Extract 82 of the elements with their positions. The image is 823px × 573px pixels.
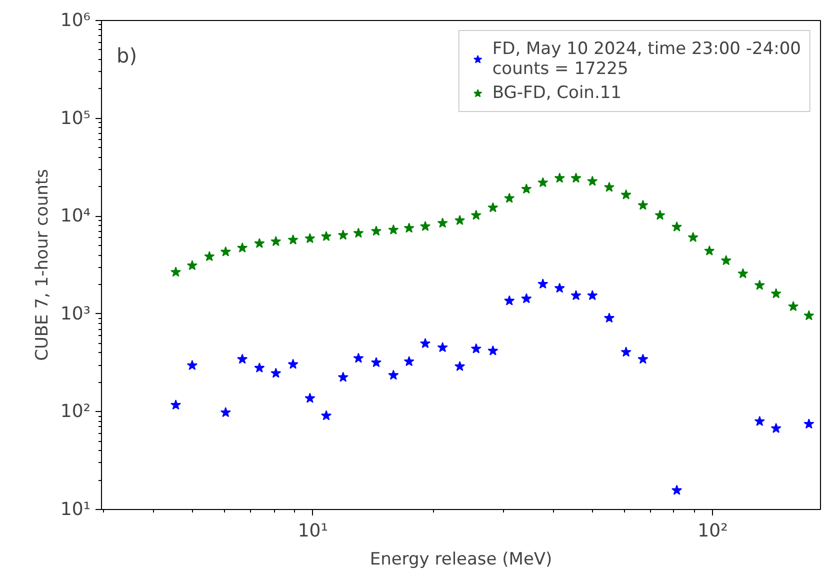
point bbox=[254, 238, 265, 248]
point bbox=[237, 354, 248, 364]
y-tick-label: 10³ bbox=[60, 303, 91, 324]
point bbox=[504, 192, 515, 203]
point bbox=[587, 290, 598, 300]
point bbox=[304, 392, 316, 403]
point bbox=[804, 418, 814, 429]
point bbox=[270, 236, 282, 246]
point bbox=[437, 218, 448, 228]
point bbox=[521, 293, 532, 304]
point bbox=[321, 410, 332, 420]
point bbox=[638, 200, 648, 210]
point bbox=[620, 189, 632, 200]
point bbox=[237, 242, 248, 252]
point bbox=[604, 182, 614, 192]
point bbox=[420, 338, 431, 348]
point bbox=[404, 222, 414, 233]
point bbox=[672, 221, 682, 232]
point bbox=[388, 224, 399, 234]
point bbox=[388, 370, 399, 380]
x-axis-title: Energy release (MeV) bbox=[370, 550, 552, 570]
point bbox=[770, 288, 782, 298]
y-tick-label: 10² bbox=[60, 401, 91, 422]
point bbox=[338, 372, 348, 382]
point bbox=[470, 210, 482, 220]
point bbox=[554, 172, 565, 183]
point bbox=[570, 172, 582, 183]
point bbox=[720, 255, 732, 266]
point bbox=[370, 226, 382, 236]
point bbox=[488, 345, 498, 356]
point bbox=[587, 176, 598, 186]
y-axis-title: CUBE 7, 1-hour counts bbox=[32, 168, 52, 361]
point bbox=[688, 232, 698, 242]
point bbox=[186, 360, 198, 370]
point bbox=[437, 342, 448, 352]
legend-label: BG-FD, Coin.11 bbox=[492, 83, 622, 103]
point bbox=[170, 400, 182, 410]
point bbox=[270, 368, 282, 378]
point bbox=[304, 233, 316, 244]
point bbox=[404, 356, 414, 366]
y-tick-label: 10¹ bbox=[60, 499, 91, 520]
point bbox=[170, 266, 182, 277]
point bbox=[738, 268, 748, 278]
y-tick-label: 10⁶ bbox=[60, 10, 91, 31]
point bbox=[204, 251, 215, 262]
y-tick-label: 10⁵ bbox=[60, 108, 91, 129]
point bbox=[370, 357, 382, 368]
point bbox=[620, 346, 632, 357]
y-tick-label: 10⁴ bbox=[60, 206, 91, 227]
point bbox=[470, 343, 482, 354]
point bbox=[186, 260, 198, 270]
point bbox=[454, 360, 466, 372]
point bbox=[654, 210, 666, 220]
point bbox=[353, 228, 364, 238]
point bbox=[788, 301, 799, 312]
point bbox=[321, 230, 332, 242]
point bbox=[804, 310, 814, 320]
point bbox=[454, 214, 466, 225]
point bbox=[538, 177, 548, 188]
point bbox=[754, 280, 765, 290]
point bbox=[353, 352, 364, 363]
point bbox=[220, 407, 231, 418]
point bbox=[338, 230, 348, 240]
point bbox=[288, 234, 298, 244]
point bbox=[754, 416, 765, 426]
legend-label: FD, May 10 2024, time 23:00 -24:00 counts = 17225 bbox=[492, 39, 801, 79]
point bbox=[638, 354, 648, 364]
point bbox=[770, 422, 782, 433]
point bbox=[570, 290, 582, 300]
point bbox=[554, 282, 565, 293]
annotation: b) bbox=[116, 44, 137, 68]
point bbox=[704, 245, 715, 256]
point bbox=[604, 312, 614, 323]
point bbox=[254, 362, 265, 373]
point bbox=[488, 202, 498, 212]
point bbox=[672, 484, 682, 495]
point bbox=[504, 295, 515, 306]
point bbox=[220, 246, 231, 256]
point bbox=[521, 184, 532, 194]
point bbox=[420, 220, 431, 231]
point bbox=[538, 278, 548, 289]
point bbox=[288, 358, 298, 369]
